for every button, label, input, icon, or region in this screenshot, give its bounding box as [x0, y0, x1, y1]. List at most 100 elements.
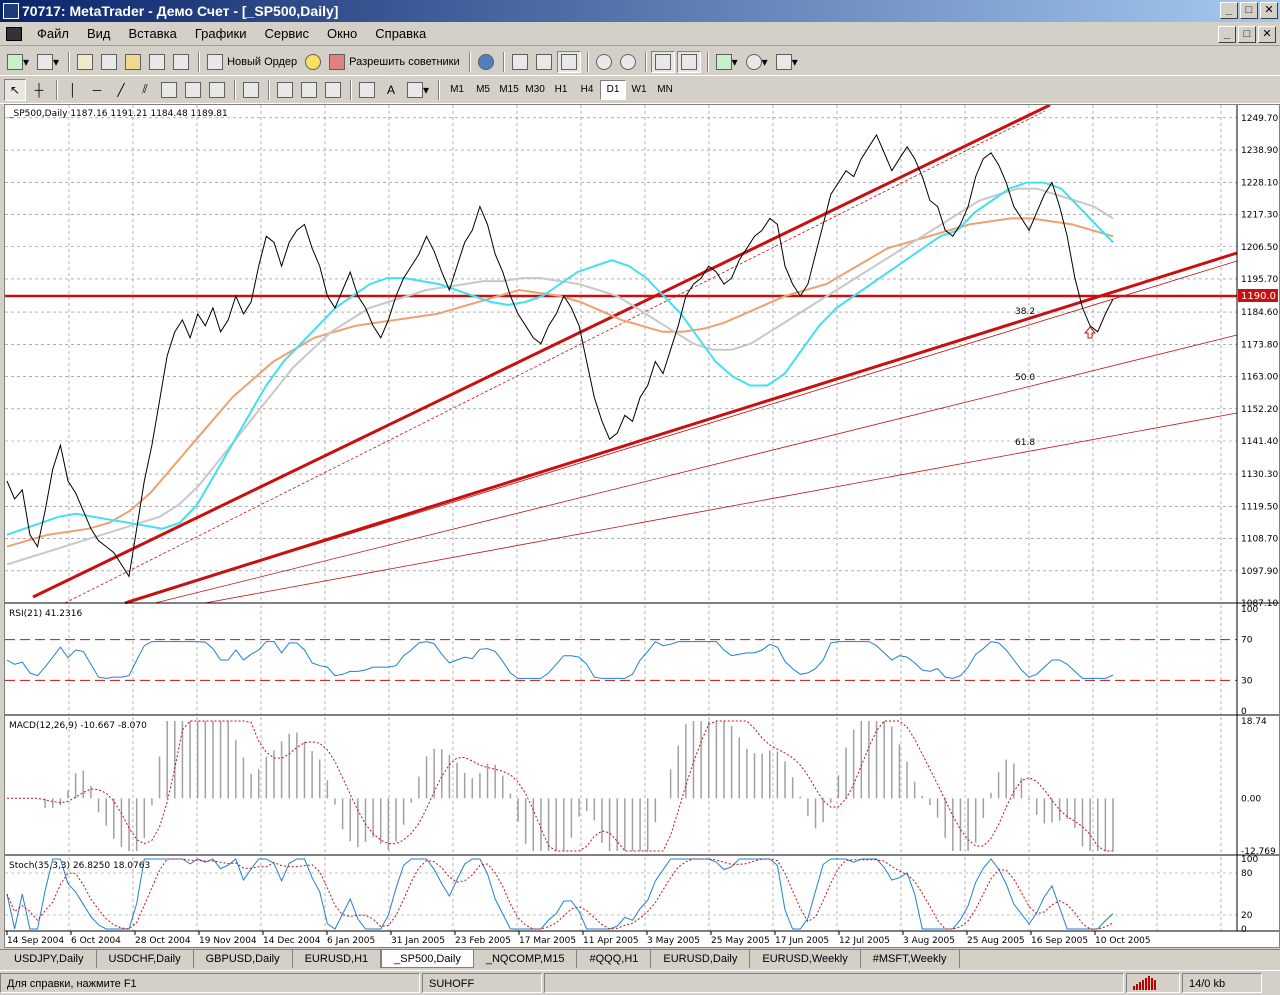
- date-tick-label: 11 Apr 2005: [583, 936, 639, 946]
- timeframe-mn[interactable]: MN: [657, 84, 673, 95]
- horizontal-line-tool[interactable]: ─: [92, 82, 102, 97]
- chart-shift-button[interactable]: [676, 50, 701, 73]
- candlestick-icon: [535, 53, 552, 70]
- timeframe-m30[interactable]: M30: [525, 84, 545, 95]
- zoom-out-icon: [619, 53, 636, 70]
- zoom-out-button[interactable]: [617, 51, 639, 73]
- cursor-tool[interactable]: ↖: [4, 78, 26, 101]
- trendline-tool[interactable]: ╱: [117, 82, 125, 97]
- chart-tab[interactable]: GBPUSD,Daily: [194, 950, 293, 968]
- minimize-button[interactable]: _: [1220, 2, 1238, 19]
- date-tick-label: 31 Jan 2005: [391, 936, 445, 946]
- templates-button[interactable]: ▾: [773, 51, 801, 73]
- toolbar-separator: [350, 79, 352, 100]
- text-tool[interactable]: A: [386, 82, 395, 97]
- market-watch-button[interactable]: [74, 51, 96, 73]
- equidistant-channel-tool[interactable]: ⫽: [142, 82, 148, 96]
- timeframe-w1[interactable]: W1: [631, 84, 647, 95]
- chart-window[interactable]: 1249.70 1238.90 1228.10 1217.30 1206.50 1195.…: [4, 104, 1280, 948]
- maximize-button[interactable]: □: [1240, 2, 1258, 19]
- date-tick-label: 23 Feb 2005: [455, 936, 511, 946]
- candlestick-button[interactable]: [533, 51, 555, 73]
- chart-tab[interactable]: EURUSD,Daily: [651, 950, 751, 968]
- timeframe-h1[interactable]: H1: [554, 84, 568, 95]
- arrows-tool[interactable]: ▾: [404, 79, 432, 101]
- bar-chart-button[interactable]: [509, 51, 531, 73]
- elliott-wave-tool[interactable]: [182, 79, 204, 101]
- auto-scroll-button[interactable]: [650, 50, 675, 73]
- chart-tab[interactable]: _SP500,Daily: [381, 950, 474, 968]
- fibo-retracement-tool[interactable]: [274, 79, 296, 101]
- chart-canvas[interactable]: 1249.70 1238.90 1228.10 1217.30 1206.50 1195.…: [5, 105, 1279, 947]
- timeframe-m1[interactable]: M1: [450, 84, 464, 95]
- main-chart-header: _SP500,Daily 1187.16 1191.21 1184.48 118…: [8, 109, 228, 119]
- menu-tools[interactable]: Сервис: [264, 26, 310, 41]
- traffic-indicator: [1126, 973, 1180, 993]
- stoch-header: Stoch(35,3,3) 26.8250 18.0763: [9, 861, 150, 871]
- tester-button[interactable]: [170, 51, 192, 73]
- indicators-button[interactable]: ▾: [713, 51, 741, 73]
- vertical-line-tool[interactable]: │: [69, 82, 77, 97]
- new-order-icon: [207, 53, 224, 70]
- new-chart-button[interactable]: ▾: [4, 51, 32, 73]
- price-tick-label: 1228.10: [1241, 178, 1278, 188]
- clock-icon: [745, 53, 762, 70]
- chart-tab[interactable]: _NQCOMP,M15: [474, 950, 578, 968]
- rectangle-icon: [359, 81, 375, 98]
- new-order-button[interactable]: Новый Ордер: [204, 51, 300, 73]
- chart-tab[interactable]: EURUSD,H1: [293, 950, 382, 968]
- chart-tab[interactable]: #MSFT,Weekly: [861, 950, 960, 968]
- rsi-tick-label: 70: [1241, 636, 1253, 646]
- zoom-in-icon: [595, 53, 612, 70]
- new-chart-icon: [7, 53, 23, 70]
- help-button[interactable]: [475, 51, 497, 73]
- toolbar-separator: [198, 51, 201, 72]
- fibo-arcs-tool[interactable]: [322, 79, 344, 101]
- zoom-in-button[interactable]: [593, 51, 615, 73]
- date-tick-label: 25 Aug 2005: [967, 936, 1025, 946]
- gann-fan-tool[interactable]: [158, 79, 180, 101]
- menu-charts[interactable]: Графики: [194, 26, 247, 41]
- pitchfork-tool[interactable]: [240, 79, 262, 101]
- metaeditor-button[interactable]: [302, 51, 324, 73]
- up-arrow-icon: [1083, 326, 1097, 339]
- document-icon[interactable]: [6, 26, 22, 41]
- mdi-restore-button[interactable]: □: [1238, 26, 1256, 43]
- mdi-close-button[interactable]: ✕: [1258, 26, 1276, 43]
- expert-advisors-button[interactable]: Разрешить советники: [326, 51, 462, 73]
- timeframe-h4[interactable]: H4: [580, 84, 594, 95]
- fibo-fan-tool[interactable]: [298, 79, 320, 101]
- timeframe-m15[interactable]: M15: [499, 84, 519, 95]
- periods-button[interactable]: ▾: [743, 51, 771, 73]
- navigator-button[interactable]: [122, 51, 144, 73]
- rectangle-tool[interactable]: [356, 79, 378, 101]
- elliott-correction-tool[interactable]: [206, 79, 228, 101]
- menu-file[interactable]: Файл: [37, 26, 69, 41]
- line-chart-button[interactable]: [556, 50, 581, 73]
- ma-mid-line: [6, 187, 1114, 566]
- date-tick-label: 17 Mar 2005: [519, 936, 576, 946]
- chart-tab[interactable]: #QQQ,H1: [577, 950, 652, 968]
- crosshair-tool[interactable]: ┼: [34, 82, 44, 97]
- folder-icon: [125, 53, 142, 70]
- chart-tab[interactable]: USDCHF,Daily: [97, 950, 194, 968]
- menu-window[interactable]: Окно: [327, 26, 358, 41]
- price-tick-label: 1130.30: [1241, 470, 1278, 480]
- status-bar: Для справки, нажмите F1 SUHOFF 14/0 kb: [0, 970, 1280, 995]
- profiles-button[interactable]: ▾: [34, 51, 62, 73]
- menu-view[interactable]: Вид: [86, 26, 111, 41]
- terminal-button[interactable]: [146, 51, 168, 73]
- menu-help[interactable]: Справка: [375, 26, 427, 41]
- stoch-main-line: [6, 858, 1114, 930]
- date-tick-label: 3 May 2005: [647, 936, 700, 946]
- data-window-button[interactable]: [98, 51, 120, 73]
- timeframe-m5[interactable]: M5: [476, 84, 490, 95]
- chart-tab[interactable]: USDJPY,Daily: [2, 950, 97, 968]
- stoch-signal-line: [6, 858, 1114, 930]
- mdi-minimize-button[interactable]: _: [1218, 26, 1236, 43]
- chart-tab[interactable]: EURUSD,Weekly: [750, 950, 861, 968]
- menu-insert[interactable]: Вставка: [128, 26, 177, 41]
- timeframe-d1[interactable]: D1: [600, 79, 627, 100]
- close-button[interactable]: ✕: [1260, 2, 1278, 19]
- toolbar-separator: [706, 51, 709, 72]
